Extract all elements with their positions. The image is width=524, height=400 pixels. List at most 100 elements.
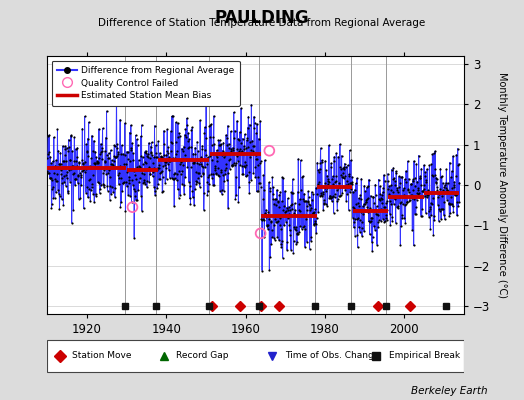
Text: Station Move: Station Move [72,352,132,360]
Point [387,166,396,173]
Point [261,211,270,218]
Point [162,176,171,182]
Point [395,173,403,180]
Point [66,178,74,185]
Point [209,182,217,188]
Point [443,180,452,186]
Point [329,180,337,187]
Point [278,254,287,261]
Point [398,174,407,180]
Point [392,168,400,174]
Point [298,224,307,230]
Point [366,205,374,211]
Point [129,150,137,157]
Point [210,141,219,147]
Point [137,192,145,199]
Point [151,150,160,156]
Point [192,178,200,184]
Point [291,227,300,233]
Point [387,182,395,188]
Point [196,117,204,124]
Point [421,193,429,200]
Point [328,194,336,200]
Point [173,120,182,126]
Point [107,157,116,163]
Point [144,151,152,157]
Point [405,198,413,204]
Point [412,196,421,203]
Point [94,159,102,165]
Point [201,164,209,170]
Point [285,210,293,217]
Point [80,205,88,212]
Point [409,242,418,248]
Point [179,156,187,162]
Point [70,157,78,164]
Point [182,156,190,162]
Point [58,196,66,202]
Point [295,229,303,235]
Point [206,151,215,158]
Point [94,180,103,186]
Point [82,149,91,156]
Point [432,180,440,186]
Point [87,155,95,161]
Point [217,191,226,197]
Point [146,144,155,150]
Point [283,195,292,202]
Point [51,189,60,195]
Point [152,153,160,160]
Point [442,180,450,186]
Point [294,207,303,213]
Point [80,166,88,172]
Point [150,154,158,160]
Point [383,207,391,214]
Point [276,189,285,195]
Point [91,161,99,167]
Point [303,198,312,204]
Point [137,133,145,140]
Point [219,172,227,178]
Point [61,143,69,150]
Point [261,210,269,217]
Point [400,192,408,198]
Point [127,145,135,151]
Point [132,132,140,139]
Point [283,239,291,246]
Point [165,158,173,164]
Point [163,150,172,156]
Point [62,158,71,164]
Point [381,204,389,210]
Point [262,214,270,220]
Point [58,180,66,186]
Point [165,167,173,173]
Point [115,175,124,182]
Point [45,149,53,155]
Point [312,184,320,191]
Point [269,234,278,241]
Point [260,157,269,163]
Point [255,180,264,186]
Point [179,148,188,154]
Point [281,208,290,214]
Point [209,133,217,140]
Point [51,176,59,183]
Point [113,141,122,148]
Point [329,173,337,180]
Point [314,179,323,186]
Point [307,238,315,244]
Point [48,177,56,183]
FancyBboxPatch shape [47,340,464,372]
Point [187,143,195,150]
Point [389,164,398,171]
Point [178,181,187,187]
Point [277,226,285,232]
Point [398,215,406,222]
Point [343,190,351,197]
Point [284,207,292,214]
Point [155,165,163,172]
Point [212,171,220,177]
Point [201,124,209,130]
Point [81,158,90,165]
Point [388,189,397,196]
